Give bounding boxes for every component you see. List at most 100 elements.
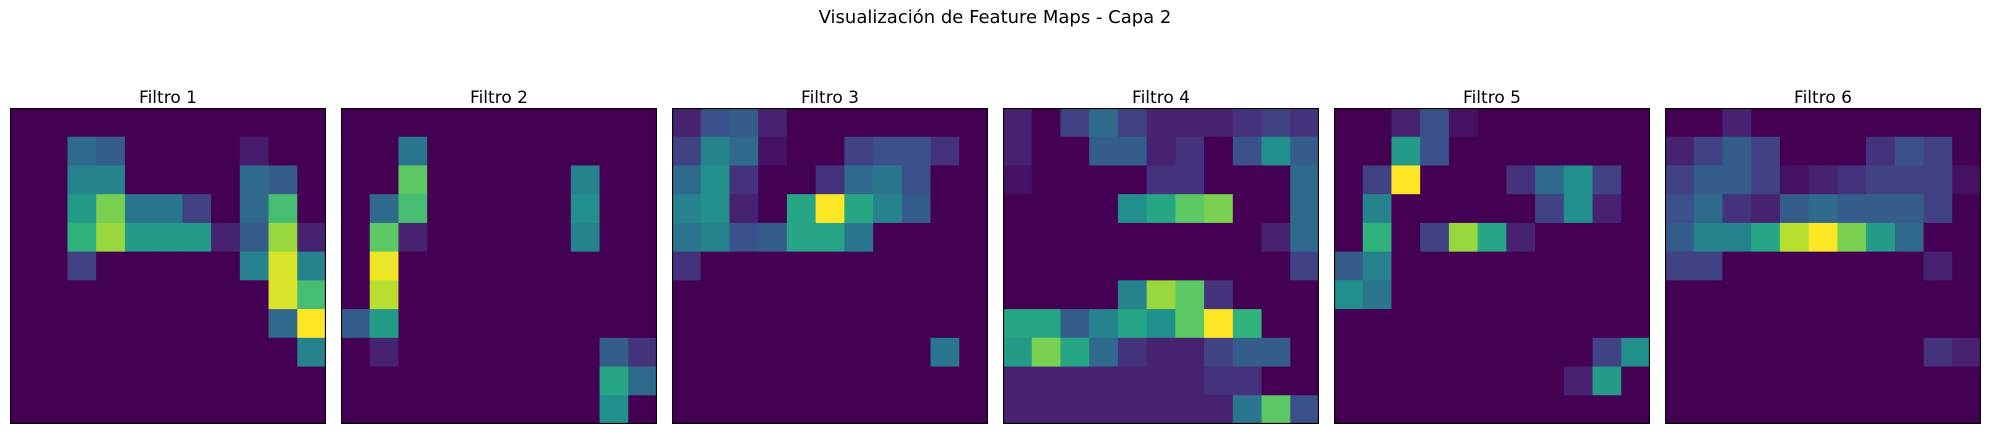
heatmap-cell-5-8 [570,251,601,281]
heatmap-cell-8-9 [599,337,629,368]
heatmap-cell-1-3 [427,136,457,167]
heatmap-cell-0-0 [10,108,40,138]
heatmap-cell-4-2 [729,222,759,253]
heatmap-cell-3-1 [369,194,400,224]
heatmap-cell-6-3 [1420,280,1450,310]
heatmap-cell-0-7 [211,108,241,138]
heatmap-cell-5-0 [1334,251,1364,281]
heatmap-cell-6-3 [758,280,788,310]
heatmap-cell-9-0 [10,366,40,396]
heatmap-cell-6-6 [844,280,874,310]
heatmap-cell-4-7 [1204,222,1234,253]
heatmap-cell-9-6 [513,366,543,396]
heatmap-cell-1-10 [297,136,326,167]
heatmap-cell-1-2 [729,136,759,167]
heatmap-cell-6-6 [513,280,543,310]
heatmap-cell-6-5 [1808,280,1838,310]
heatmap-cell-0-2 [1060,108,1090,138]
heatmap-cell-7-9 [268,309,298,339]
heatmap-cell-4-2 [1391,222,1421,253]
heatmap-cell-0-3 [758,108,788,138]
heatmap-cell-5-5 [484,251,514,281]
heatmap-cell-2-4 [1448,165,1479,195]
heatmap-cell-5-5 [1808,251,1838,281]
heatmap-cell-6-9 [1261,280,1291,310]
heatmap-cell-4-0 [341,222,371,253]
heatmap-cell-7-7 [873,309,903,339]
heatmap-cell-1-7 [542,136,572,167]
heatmap-cell-4-7 [873,222,903,253]
heatmap-cell-5-1 [38,251,69,281]
heatmap-cell-2-6 [1506,165,1536,195]
heatmap-cell-2-7 [1535,165,1565,195]
heatmap-cell-1-7 [1535,136,1565,167]
heatmap-cell-0-10 [1952,108,1981,138]
heatmap-cell-7-6 [1175,309,1205,339]
heatmap-cell-8-2 [398,337,428,368]
heatmap-cell-10-4 [1448,395,1479,424]
heatmap-cell-8-6 [1837,337,1867,368]
heatmap-cell-0-3 [1420,108,1450,138]
heatmap-cell-0-5 [1477,108,1507,138]
heatmap-cell-4-0 [1334,222,1364,253]
heatmap-cell-2-0 [672,165,702,195]
heatmap-cell-2-4 [455,165,486,195]
heatmap-cell-9-0 [1334,366,1364,396]
heatmap-cell-2-6 [1837,165,1867,195]
heatmap-cell-10-7 [1204,395,1234,424]
heatmap-cell-6-1 [38,280,69,310]
heatmap-cell-2-3 [96,165,126,195]
heatmap-cell-4-10 [1290,222,1319,253]
heatmap-cell-1-8 [1563,136,1594,167]
heatmap-cell-7-9 [930,309,960,339]
heatmap-cell-2-9 [268,165,298,195]
heatmap-cell-10-6 [1837,395,1867,424]
heatmap-cell-2-6 [513,165,543,195]
heatmap-cell-0-5 [153,108,183,138]
heatmap-cell-5-3 [1420,251,1450,281]
heatmap-cell-4-5 [484,222,514,253]
heatmap-cell-10-1 [369,395,400,424]
heatmap-cell-5-5 [1146,251,1176,281]
heatmap-cell-8-9 [268,337,298,368]
feature-map-panel-6: Filtro 6 [1665,88,1981,424]
heatmap-cell-3-6 [1175,194,1205,224]
heatmap-cell-0-6 [844,108,874,138]
heatmap-cell-10-1 [1031,395,1062,424]
heatmap-cell-5-10 [628,251,657,281]
heatmap-cell-8-10 [1290,337,1319,368]
heatmap-cell-10-3 [1751,395,1781,424]
heatmap-cell-0-6 [513,108,543,138]
heatmap-cell-8-4 [1779,337,1810,368]
heatmap-cell-9-10 [1621,366,1650,396]
heatmap-cell-8-9 [1261,337,1291,368]
heatmap-cell-2-7 [1204,165,1234,195]
heatmap-cell-9-1 [369,366,400,396]
heatmap-cell-5-3 [1751,251,1781,281]
heatmap-cell-2-3 [1751,165,1781,195]
heatmap-cell-4-8 [901,222,932,253]
heatmap-cell-10-5 [815,395,845,424]
feature-map-panel-5: Filtro 5 [1334,88,1650,424]
heatmap-cell-3-2 [67,194,97,224]
heatmap-cell-8-1 [700,337,731,368]
heatmap-cell-9-9 [1261,366,1291,396]
heatmap-cell-0-7 [1204,108,1234,138]
heatmap-cell-0-4 [1117,108,1148,138]
heatmap-cell-2-10 [1290,165,1319,195]
heatmap-cell-8-9 [1592,337,1622,368]
heatmap-cell-5-9 [1592,251,1622,281]
heatmap-cell-3-0 [10,194,40,224]
heatmap-cell-1-10 [628,136,657,167]
heatmap-cell-4-6 [844,222,874,253]
heatmap-cell-6-2 [729,280,759,310]
heatmap-cell-6-2 [398,280,428,310]
heatmap-cell-0-0 [1334,108,1364,138]
heatmap-cell-4-10 [1621,222,1650,253]
heatmap-cell-3-2 [1391,194,1421,224]
heatmap-cell-3-5 [484,194,514,224]
heatmap-cell-10-5 [484,395,514,424]
heatmap-cell-3-8 [570,194,601,224]
heatmap-cell-4-4 [786,222,817,253]
heatmap-cell-9-4 [1779,366,1810,396]
